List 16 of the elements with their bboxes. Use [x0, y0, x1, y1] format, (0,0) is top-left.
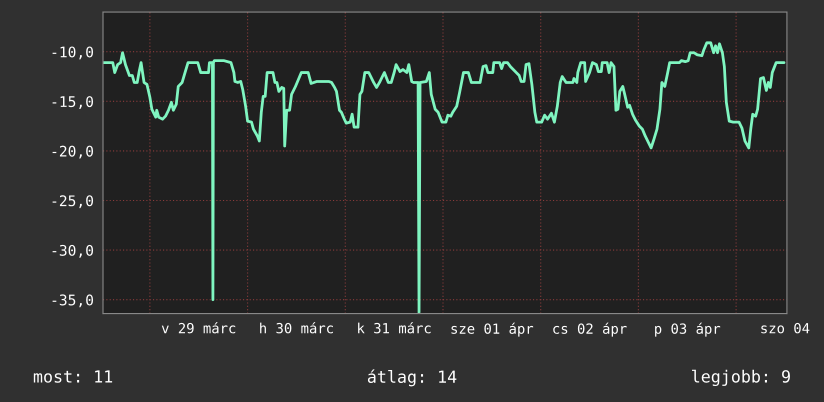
y-tick-label: -30,0	[52, 244, 94, 258]
y-tick-label: -25,0	[52, 195, 94, 208]
x-tick-label: cs 02 ápr	[553, 322, 627, 337]
y-tick-label: -35,0	[52, 294, 94, 308]
x-tick-label: szo 04	[761, 322, 810, 334]
text: most: 11	[34, 370, 112, 383]
y-tick-label: -20,0	[52, 146, 94, 159]
y-tick-label: -15,0	[52, 96, 94, 109]
x-tick-label: p 03 ápr	[655, 322, 720, 337]
x-tick-label: sze 01 ápr	[451, 322, 534, 337]
text: átlag: 14	[368, 369, 456, 386]
x-tick-label: v 29 márc	[162, 322, 236, 334]
x-tick-label: h 30 márc	[260, 322, 333, 334]
text: legjobb: 9	[692, 370, 790, 386]
x-tick-label: k 31 márc	[358, 322, 431, 334]
y-tick-label: -10,0	[52, 46, 94, 60]
